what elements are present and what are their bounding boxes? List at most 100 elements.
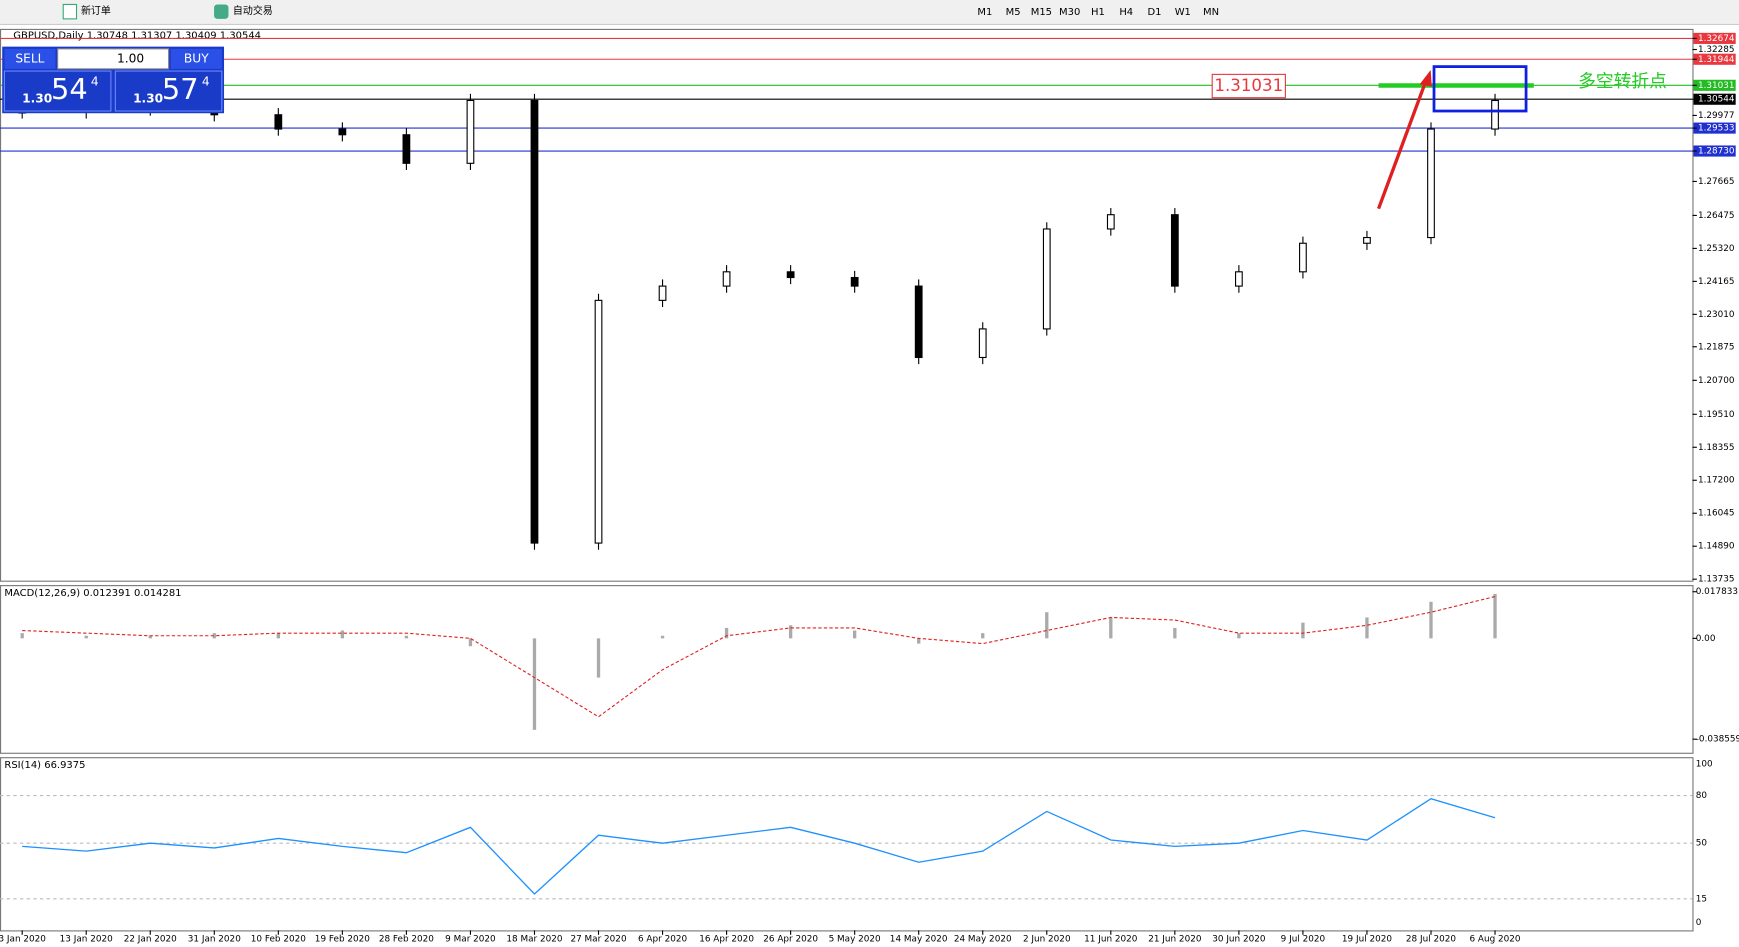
date-label: 19 Feb 2020 (315, 935, 370, 945)
candle (850, 276, 859, 287)
price-tick-label: 1.19510 (1698, 410, 1735, 420)
lots-field[interactable] (57, 48, 170, 70)
sell-button[interactable] (4, 48, 56, 69)
date-label: 31 Jan 2020 (188, 935, 241, 945)
buy-price-box[interactable] (114, 70, 223, 112)
price-tick-label: 1.32674 (1698, 34, 1735, 44)
date-label: 18 Mar 2020 (506, 935, 563, 945)
candle (402, 134, 411, 164)
macd-signal (22, 595, 1496, 718)
timeframe-button[interactable]: H1 (1091, 7, 1105, 18)
timeframe-button[interactable]: M15 (1031, 7, 1052, 18)
candle (1170, 214, 1179, 287)
timeframe-button[interactable]: M5 (1006, 7, 1021, 18)
timeframe-button[interactable]: W1 (1175, 7, 1191, 18)
highlight-box (1432, 65, 1528, 113)
price-tick-label: 1.26475 (1698, 211, 1735, 221)
date-label: 9 Mar 2020 (445, 935, 496, 945)
date-label: 30 Jun 2020 (1212, 935, 1266, 945)
date-label: 5 May 2020 (829, 935, 881, 945)
macd-tick-label: 0.017833 (1696, 587, 1738, 597)
new-order-button[interactable]: 新订单 (81, 4, 111, 17)
auto-trade-icon[interactable] (214, 4, 229, 19)
date-label: 19 Jul 2020 (1342, 935, 1392, 945)
auto-trade-button[interactable]: 自动交易 (233, 4, 273, 17)
sell-label[interactable]: SELL (15, 51, 44, 65)
date-label: 11 Jun 2020 (1084, 935, 1138, 945)
sell-pips: 54 (51, 72, 88, 106)
candle (722, 271, 731, 287)
candle (1491, 99, 1499, 130)
price-tick-label: 1.27665 (1698, 177, 1735, 187)
timeframe-button[interactable]: M30 (1059, 7, 1080, 18)
date-label: 28 Jul 2020 (1406, 935, 1456, 945)
date-label: 9 Jul 2020 (1281, 935, 1326, 945)
rsi-tick-label: 15 (1696, 894, 1707, 904)
sell-price-box[interactable] (3, 70, 112, 112)
price-tick-label: 1.25320 (1698, 244, 1735, 254)
price-tag (1693, 145, 1736, 157)
timeframe-button[interactable]: M1 (977, 7, 992, 18)
date-label: 21 Jun 2020 (1148, 935, 1202, 945)
date-label: 28 Feb 2020 (379, 935, 434, 945)
candle (1042, 228, 1051, 330)
candle (1427, 128, 1435, 239)
buy-label[interactable]: BUY (184, 51, 209, 65)
main-panel (0, 28, 1694, 582)
timeframe-button[interactable]: MN (1203, 7, 1219, 18)
price-tick-label: 1.20700 (1698, 376, 1735, 386)
buy-button[interactable] (170, 48, 222, 69)
price-tick-label: 1.32285 (1698, 45, 1735, 55)
macd-label: MACD(12,26,9) 0.012391 0.014281 (4, 588, 181, 599)
annotation-price: 1.31031 (1214, 76, 1283, 95)
price-tag (1693, 93, 1736, 105)
rsi-line (22, 798, 1496, 895)
candle (1235, 271, 1243, 287)
price-tag (1693, 53, 1736, 65)
date-label: 3 Jan 2020 (0, 935, 46, 945)
candle (914, 285, 923, 359)
date-label: 10 Feb 2020 (251, 935, 306, 945)
price-tick-label: 1.29533 (1698, 124, 1735, 134)
annotation-box (1211, 73, 1286, 99)
date-label: 2 Jun 2020 (1023, 935, 1071, 945)
lots-value[interactable]: 1.00 (117, 51, 144, 65)
price-tick-label: 1.31031 (1698, 81, 1735, 91)
price-tag (1693, 122, 1736, 134)
price-tick-label: 1.23010 (1698, 310, 1735, 320)
price-tick-label: 1.29977 (1698, 111, 1735, 121)
price-tag (1693, 32, 1736, 44)
price-tick-label: 1.24165 (1698, 277, 1735, 287)
candle (1106, 214, 1115, 230)
timeframe-button[interactable]: H4 (1119, 7, 1133, 18)
buy-prefix: 1.30 (133, 91, 163, 105)
date-label: 22 Jan 2020 (124, 935, 177, 945)
new-order-icon[interactable] (62, 3, 78, 20)
rsi-label: RSI(14) 66.9375 (4, 760, 85, 771)
rsi-panel (0, 757, 1694, 932)
macd-tick-label: 0.00 (1696, 634, 1716, 644)
date-label: 13 Jan 2020 (60, 935, 113, 945)
toolbar (0, 0, 1739, 25)
timeframe-bar: M1 M5 M15 M30 H1 H4 D1 W1 MN (977, 7, 1219, 18)
date-label: 26 Apr 2020 (763, 935, 818, 945)
symbol-info: GBPUSD,Daily 1.30748 1.31307 1.30409 1.3… (13, 31, 261, 42)
date-label: 27 Mar 2020 (570, 935, 627, 945)
rsi-tick-label: 80 (1696, 791, 1708, 801)
date-label: 6 Apr 2020 (638, 935, 687, 945)
buy-point: 4 (202, 75, 210, 89)
arrow-head (1419, 69, 1432, 87)
candle (1299, 242, 1307, 273)
date-label: 24 May 2020 (954, 935, 1012, 945)
price-tick-label: 1.31944 (1698, 55, 1735, 65)
timeframe-button[interactable]: D1 (1148, 7, 1162, 18)
annotation-text: 多空转折点 (1578, 71, 1667, 92)
price-tick-label: 1.18355 (1698, 443, 1735, 453)
price-tick-label: 1.30544 (1698, 95, 1735, 105)
sell-prefix: 1.30 (22, 91, 52, 105)
date-label: 14 May 2020 (890, 935, 948, 945)
rsi-tick-label: 100 (1696, 759, 1713, 769)
candle (594, 299, 603, 544)
